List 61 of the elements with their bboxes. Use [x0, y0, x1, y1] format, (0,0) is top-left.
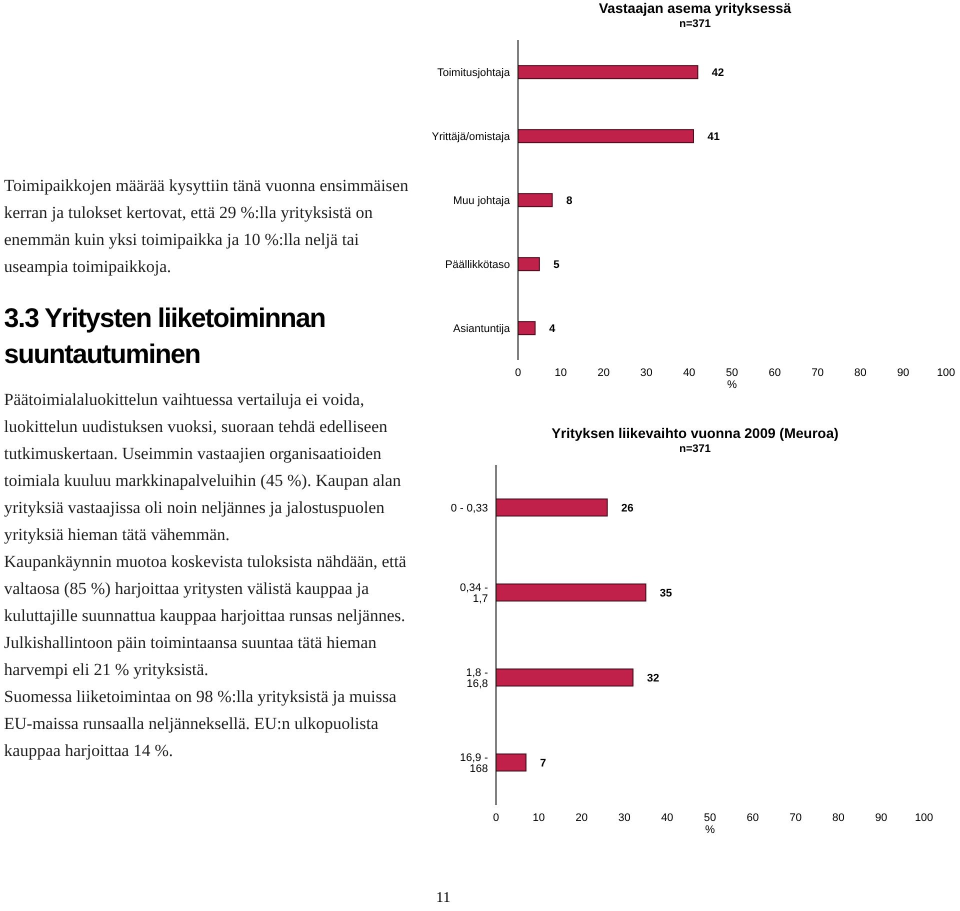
- bar: [518, 129, 694, 144]
- data-label: 41: [707, 131, 720, 144]
- x-axis-title: %: [727, 379, 738, 391]
- text: 3.3 Yritysten liiketoiminnan suuntautuminen: [4, 302, 326, 371]
- data-label: 7: [540, 757, 546, 770]
- data-label: 4: [549, 323, 556, 336]
- data-label: 35: [660, 587, 672, 600]
- bar: [518, 321, 536, 336]
- bar: [518, 65, 698, 80]
- text: Suomessa liiketoimintaa on 98 %:lla yrityksistä ja muissa EU-maissa runsaalla neljänneksellä. EU:n ulkopuolista kauppaa harjoittaa 14 %.: [4, 686, 398, 762]
- y-tick-label: 0,34 - 1,7: [460, 582, 488, 605]
- y-tick-label: Yrittäjä/omistaja: [432, 130, 511, 143]
- text: Päätoimialaluokittelun vaihtuessa vertailuja ei voida, luokittelun uudistuksen vuoksi, suoraan tehdä edelliseen tutkimuskertaan. Useimmin vastaajien organisaatioiden toimiala kuuluu markkinapalveluihin (45 %). Kaupan alan yrityksiä vastaajissa oli noin neljännes ja jalostuspuolen yrityksiä hieman tätä vähemmän.: [4, 389, 402, 546]
- x-tick-label: 10: [554, 366, 567, 379]
- x-tick-label: 30: [618, 812, 631, 824]
- x-tick-label: 20: [575, 812, 588, 824]
- y-tick-label: 0 - 0,33: [450, 502, 488, 514]
- text: 11: [436, 890, 450, 907]
- chart-subtitle: n=371: [678, 443, 712, 455]
- bar: [518, 257, 540, 272]
- x-tick-label: 70: [789, 812, 802, 824]
- y-tick-label: Muu johtaja: [453, 194, 511, 207]
- y-tick-label: Asiantuntija: [453, 322, 511, 335]
- x-tick-label: 40: [661, 812, 674, 824]
- x-tick-label: 70: [811, 366, 824, 379]
- data-label: 42: [712, 67, 724, 80]
- x-tick-label: 40: [683, 366, 696, 379]
- x-tick-label: 100: [936, 366, 956, 379]
- bar: [496, 584, 646, 602]
- x-tick-label: 50: [726, 366, 738, 379]
- y-tick-label: 16,9 - 168: [460, 752, 488, 775]
- chart-title: Vastaajan asema yrityksessä: [598, 0, 792, 16]
- text: Kaupankäynnin muotoa koskevista tuloksista nähdään, että valtaosa (85 %) harjoittaa yritysten välistä kauppaa ja kuluttajille suunnattua kauppaa harjoittaa runsas neljännes. Julkishallintoon päin toimintaansa suuntaa tätä hieman harvempi eli 21 % yrityksistä.: [4, 551, 408, 681]
- x-tick-label: 10: [532, 812, 545, 824]
- data-label: 26: [621, 502, 634, 514]
- x-tick-label: 80: [832, 812, 845, 824]
- x-tick-label: 90: [897, 366, 910, 379]
- x-tick-label: 100: [914, 812, 934, 824]
- x-tick-label: 30: [640, 366, 653, 379]
- bar: [518, 193, 553, 208]
- x-tick-label: 80: [854, 366, 867, 379]
- y-tick-label: Päällikkötaso: [445, 258, 510, 271]
- x-tick-label: 60: [746, 812, 759, 824]
- bar: [496, 668, 634, 686]
- text: Toimipaikkojen määrää kysyttiin tänä vuonna ensimmäisen kerran ja tulokset kertovat, että 29 %:lla yrityksistä on enemmän kuin yksi toimipaikka ja 10 %:lla neljä tai useampia toimipaikkoja.: [4, 175, 410, 278]
- chart-subtitle: n=371: [678, 18, 712, 30]
- x-tick-label: 60: [768, 366, 781, 379]
- x-tick-label: 50: [704, 812, 716, 824]
- bar: [496, 754, 526, 772]
- x-tick-label: 0: [492, 812, 500, 824]
- data-label: 8: [566, 195, 572, 208]
- bar: [496, 498, 608, 516]
- y-tick-label: 1,8 - 16,8: [466, 666, 488, 690]
- x-axis-title: %: [705, 824, 716, 836]
- chart-title: Yrityksen liikevaihto vuonna 2009 (Meuroa): [550, 425, 840, 441]
- data-label: 32: [646, 672, 660, 684]
- x-tick-label: 90: [875, 812, 888, 824]
- x-tick-label: 20: [597, 366, 610, 379]
- y-tick-label: Toimitusjohtaja: [437, 66, 511, 79]
- x-tick-label: 0: [514, 366, 522, 379]
- data-label: 5: [553, 259, 560, 272]
